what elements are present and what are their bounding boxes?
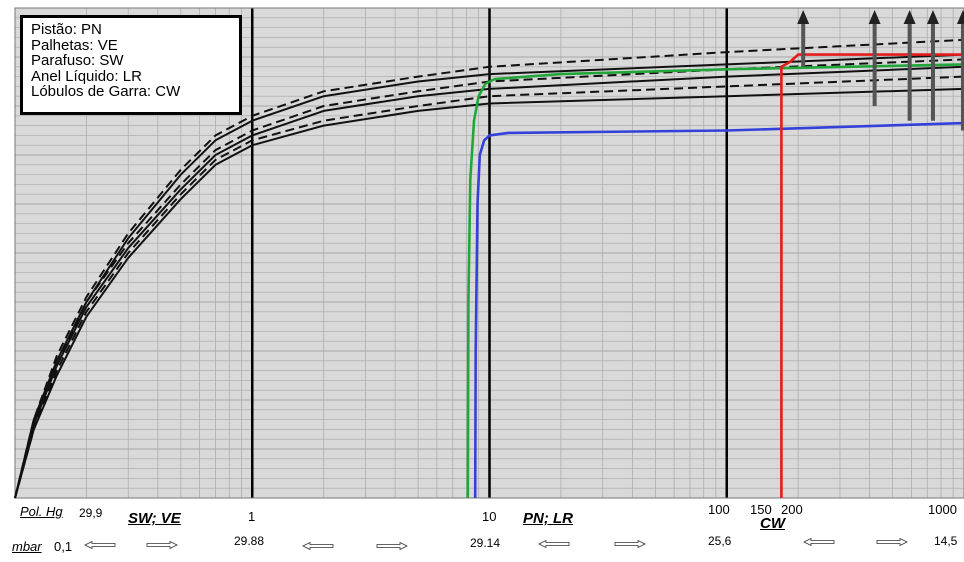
right-arrow-icon <box>146 541 178 549</box>
x-tick-label: 1000 <box>928 502 957 517</box>
series-line-black-dashed <box>14 75 964 499</box>
mbar-value: 29.88 <box>234 534 265 548</box>
right-arrow-icon <box>376 542 408 550</box>
arrow-head <box>903 10 916 24</box>
plot-border <box>14 7 964 499</box>
pol-hg-value: 29,9 <box>79 506 103 520</box>
left-arrow-icon <box>84 541 116 549</box>
mbar-value: 14,5 <box>934 534 958 548</box>
arrow-head <box>956 10 964 24</box>
series-line-black-dashed <box>14 38 964 499</box>
series-layer <box>14 38 964 499</box>
legend-entry: Parafuso: SW <box>31 52 124 69</box>
arrows-layer <box>797 10 964 131</box>
x-tick-label: 100 <box>708 502 730 517</box>
x-tick-label: 10 <box>482 509 497 524</box>
region-label-sw-ve: SW; VE <box>128 510 181 527</box>
left-arrow-icon <box>538 540 570 548</box>
x-tick-label: 1 <box>248 509 256 524</box>
legend-entry: Anel Líquido: LR <box>31 67 142 85</box>
left-arrow-icon <box>803 538 835 546</box>
x-tick-label: 200 <box>781 502 803 517</box>
legend-entry: Pistão: PN <box>31 21 102 38</box>
legend-entry: Lóbulos de Garra: CW <box>31 83 181 100</box>
region-label-pn-lr: PN; LR <box>523 510 573 527</box>
right-arrow-icon <box>614 540 646 548</box>
mbar-value: 0,1 <box>54 539 73 554</box>
series-line-green-solid <box>466 63 964 499</box>
left-arrow-icon <box>302 542 334 550</box>
series-line-blue-solid <box>473 121 964 499</box>
arrow-head <box>868 10 881 24</box>
pol-hg-label: Pol. Hg <box>20 504 63 519</box>
series-line-black-solid <box>14 65 964 499</box>
right-arrow-icon <box>876 538 908 546</box>
mbar-value: 25,6 <box>708 534 732 548</box>
legend-entry: Palhetas: VE <box>31 36 118 54</box>
series-line-black-solid <box>14 87 964 499</box>
series-line-red-solid <box>780 53 964 498</box>
region-label-cw: CW <box>760 515 785 532</box>
mbar-value: 29.14 <box>470 536 501 550</box>
mbar-label: mbar <box>12 539 42 554</box>
arrow-head <box>926 10 939 24</box>
series-line-black-solid <box>14 53 964 499</box>
arrow-head <box>797 10 810 24</box>
x-tick-label: 150 <box>750 502 772 517</box>
legend-box: Pistão: PN Palhetas: VE Parafuso: SW Ane… <box>20 15 242 115</box>
